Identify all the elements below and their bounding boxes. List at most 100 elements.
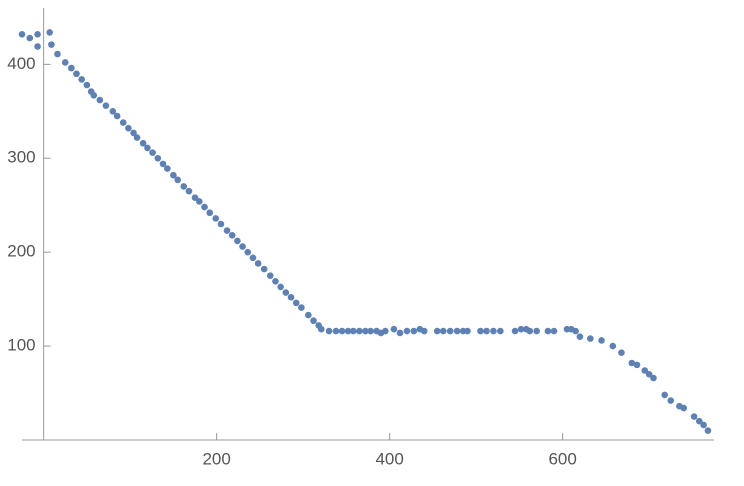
point [170, 171, 177, 179]
point [533, 327, 540, 335]
point [119, 119, 127, 126]
point [83, 81, 91, 89]
point [54, 50, 61, 58]
point [78, 76, 85, 83]
point [90, 92, 98, 99]
point [228, 231, 236, 239]
point [201, 203, 208, 211]
point [650, 374, 657, 382]
point [73, 70, 80, 78]
point [26, 34, 34, 42]
point [34, 43, 41, 50]
point [396, 329, 404, 337]
point [362, 327, 369, 335]
point [159, 160, 167, 168]
point [18, 30, 26, 38]
point [446, 327, 454, 335]
point [206, 209, 214, 217]
point [212, 215, 220, 222]
point [125, 124, 132, 132]
point [282, 289, 290, 296]
point [477, 327, 484, 335]
point [356, 327, 363, 335]
point [490, 327, 497, 335]
point [410, 327, 418, 335]
y-tick-label: 400 [7, 54, 35, 73]
point [96, 96, 104, 104]
point [287, 293, 295, 301]
point [390, 325, 398, 333]
point [464, 327, 471, 335]
point [310, 317, 317, 325]
point [239, 243, 246, 250]
point [661, 391, 668, 399]
point [174, 176, 181, 184]
point [576, 333, 584, 340]
point [266, 272, 274, 279]
point [68, 64, 75, 72]
x-tick-label: 600 [548, 449, 576, 468]
point [61, 59, 69, 66]
point [433, 327, 441, 335]
point [34, 30, 41, 38]
point [254, 260, 262, 267]
point [109, 108, 117, 115]
point [149, 149, 156, 156]
point [292, 299, 300, 307]
point [325, 327, 333, 335]
y-tick-label: 100 [7, 336, 35, 355]
point [144, 144, 151, 152]
x-tick-label: 400 [375, 449, 403, 468]
point [298, 304, 305, 311]
point [196, 198, 203, 205]
point [102, 102, 110, 109]
point [133, 134, 141, 141]
point [130, 129, 137, 137]
point [628, 359, 636, 367]
y-tick-label: 300 [7, 148, 35, 167]
point [667, 397, 675, 404]
point [587, 335, 594, 342]
point [382, 327, 389, 335]
point [618, 349, 625, 356]
point [349, 327, 357, 335]
point [154, 154, 162, 162]
point [511, 327, 519, 335]
point [550, 327, 558, 335]
point [338, 327, 346, 335]
point [277, 283, 284, 291]
x-tick-label: 200 [202, 449, 230, 468]
point [497, 327, 504, 335]
point [439, 327, 447, 335]
point [453, 327, 461, 335]
point [704, 427, 712, 434]
point [420, 327, 428, 335]
point [234, 237, 241, 245]
point [403, 327, 411, 335]
point [367, 327, 374, 335]
point [598, 337, 605, 344]
point [305, 311, 312, 319]
point [164, 165, 171, 172]
point [572, 327, 579, 335]
point [641, 367, 649, 374]
point [680, 404, 688, 412]
point [332, 327, 340, 335]
point [217, 220, 225, 228]
point [272, 277, 279, 285]
point [526, 327, 534, 335]
point [544, 327, 552, 335]
point [249, 254, 257, 262]
point [690, 413, 698, 420]
point [645, 370, 653, 378]
point [260, 265, 268, 273]
point [609, 342, 617, 350]
point [483, 327, 490, 335]
point [46, 29, 53, 36]
point [185, 187, 193, 195]
point [48, 41, 55, 48]
point [139, 139, 147, 147]
point [700, 421, 707, 429]
point [317, 325, 325, 333]
